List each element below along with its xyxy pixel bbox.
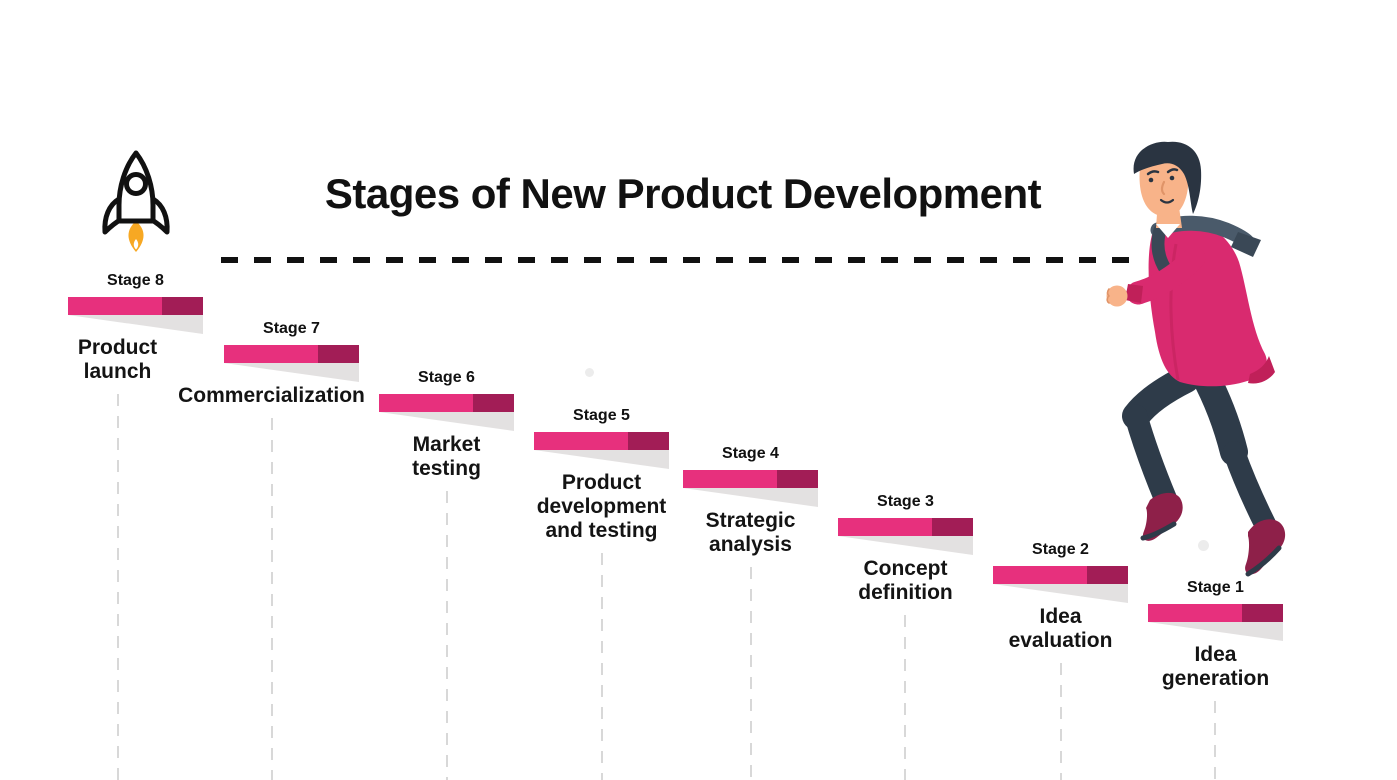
stage-bar-shadow: [224, 363, 359, 382]
stage-bar: [993, 566, 1128, 584]
stage-step-2: Stage 2 Idea evaluation: [993, 541, 1128, 780]
stage-number-label: Stage 3: [877, 493, 934, 510]
guide-line: [116, 394, 119, 780]
stage-number-label: Stage 7: [263, 320, 320, 337]
guide-line: [1059, 663, 1062, 780]
stage-bar-shadow: [534, 450, 669, 469]
stage-name: Commercialization: [178, 384, 365, 407]
stage-step-6: Stage 6 Market testing: [379, 369, 514, 780]
guide-line: [445, 491, 448, 780]
stage-bar-end: [1242, 604, 1283, 622]
stage-bar-shadow: [68, 315, 203, 334]
stage-bar: [534, 432, 669, 450]
stage-name: Concept definition: [858, 557, 953, 604]
guide-line: [270, 418, 273, 780]
stage-bar: [379, 394, 514, 412]
guide-line: [904, 615, 907, 780]
stage-bar-shadow: [683, 488, 818, 507]
stage-bar-end: [1087, 566, 1128, 584]
stage-bar: [683, 470, 818, 488]
guide-line: [600, 553, 603, 780]
page-title: Stages of New Product Development: [324, 170, 1042, 217]
stage-bar-end: [628, 432, 669, 450]
stage-bar-end: [162, 297, 203, 315]
stage-step-8: Stage 8 Product launch: [68, 272, 203, 780]
stage-bar: [68, 297, 203, 315]
stage-name: Market testing: [412, 433, 481, 480]
stage-bar-shadow: [379, 412, 514, 431]
decorative-dot: [585, 368, 594, 377]
stage-name: Idea evaluation: [1008, 605, 1113, 652]
stage-bar-end: [932, 518, 973, 536]
decorative-dot: [1198, 540, 1209, 551]
stage-bar-shadow: [838, 536, 973, 555]
stage-number-label: Stage 4: [722, 445, 779, 462]
stage-bar: [838, 518, 973, 536]
stage-number-label: Stage 1: [1187, 579, 1244, 596]
stage-bar-end: [318, 345, 359, 363]
stage-name: Strategic analysis: [705, 509, 796, 556]
stage-bar-end: [473, 394, 514, 412]
stage-number-label: Stage 6: [418, 369, 475, 386]
stage-number-label: Stage 5: [573, 407, 630, 424]
stage-name: Product launch: [77, 336, 158, 383]
stage-step-3: Stage 3 Concept definition: [838, 493, 973, 780]
dashed-divider-line: [221, 257, 1131, 263]
stage-number-label: Stage 2: [1032, 541, 1089, 558]
stage-bar: [1148, 604, 1283, 622]
stage-step-5: Stage 5 Product development and testing: [534, 407, 669, 780]
stage-name: Idea generation: [1161, 643, 1270, 690]
stage-bar-end: [777, 470, 818, 488]
guide-line: [1214, 701, 1217, 780]
stage-bar-shadow: [1148, 622, 1283, 641]
rocket-icon: [97, 147, 175, 260]
stage-step-7: Stage 7 Commercialization: [178, 320, 365, 780]
guide-line: [749, 567, 752, 780]
stage-number-label: Stage 8: [107, 272, 164, 289]
stage-step-4: Stage 4 Strategic analysis: [683, 445, 818, 780]
stage-name: Product development and testing: [536, 471, 667, 542]
stage-bar: [224, 345, 359, 363]
stage-step-1: Stage 1 Idea generation: [1148, 579, 1283, 780]
person-climbing-icon: [1098, 136, 1298, 611]
